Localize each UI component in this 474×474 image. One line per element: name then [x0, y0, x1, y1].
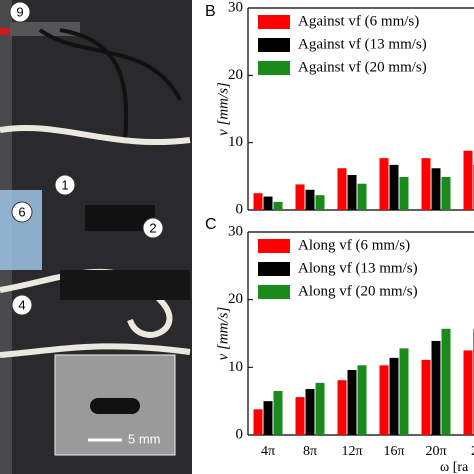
x-tick-label: 4π: [261, 444, 275, 459]
x-tick-label: 20π: [425, 444, 446, 459]
bar: [399, 348, 409, 435]
bar: [431, 168, 441, 210]
bar: [463, 150, 473, 210]
photo-badge-label: 9: [16, 4, 23, 19]
y-tick-label: 30: [228, 223, 243, 239]
x-tick-label: 8π: [303, 444, 317, 459]
photo-badge: [142, 217, 164, 239]
y-tick-label: 20: [228, 67, 243, 83]
bar: [305, 388, 315, 435]
bar: [253, 409, 263, 435]
y-axis-label: v [mm/s]: [215, 306, 231, 360]
photo-badge-label: 4: [18, 297, 25, 312]
bar: [315, 195, 325, 210]
charts: B C 0 10 20 30 v [mm/s] Against vf (6 mm/s) Agai…: [205, 0, 474, 474]
photo-stage: [60, 270, 190, 300]
legend-swatch: [258, 285, 290, 299]
y-axis-label: v [mm/s]: [215, 82, 231, 136]
legend-label: Against vf (6 mm/s): [298, 13, 419, 29]
y-tick-label: 0: [236, 201, 244, 217]
y-tick-label: 10: [228, 134, 243, 150]
bar: [441, 177, 451, 210]
bar: [273, 201, 283, 210]
photo-rail: [10, 22, 80, 36]
bar: [441, 328, 451, 435]
bar: [431, 340, 441, 435]
photo-badge-label: 6: [18, 204, 25, 219]
bar: [295, 397, 305, 435]
x-tick-label: 16π: [383, 444, 404, 459]
x-axis-label: ω [ra: [440, 460, 469, 474]
bar: [357, 365, 367, 435]
photo-tube: [0, 124, 191, 146]
photo-badge: [54, 174, 76, 196]
photo-badge-label: 1: [61, 177, 68, 192]
bar: [389, 164, 399, 210]
scale-bar-label: 5 mm: [128, 431, 161, 446]
x-tick-label: 12π: [341, 444, 362, 459]
photo-badge: [9, 1, 31, 23]
bar: [399, 177, 409, 210]
bar: [305, 189, 315, 210]
legend-label: Along vf (13 mm/s): [298, 260, 418, 276]
bar: [379, 158, 389, 210]
photo: 5 mm: [0, 0, 192, 474]
legend-swatch: [258, 239, 290, 253]
bar: [357, 183, 367, 210]
bar: [421, 158, 431, 210]
legend-swatch: [258, 61, 290, 75]
bar: [315, 382, 325, 435]
x-tick-label: 24: [471, 444, 474, 459]
photo-badge-label: 2: [149, 220, 156, 235]
bar: [263, 401, 273, 435]
y-tick-label: 0: [236, 426, 244, 442]
bar: [337, 168, 347, 210]
bar: [347, 174, 357, 210]
legend-swatch: [258, 15, 290, 29]
y-tick-label: 30: [228, 0, 243, 15]
bar: [273, 391, 283, 435]
panel-label: C: [205, 216, 217, 233]
legend-label: Against vf (20 mm/s): [298, 59, 427, 75]
panel-label: B: [205, 3, 216, 20]
bar: [347, 370, 357, 435]
legend-swatch: [258, 262, 290, 276]
legend-label: Against vf (13 mm/s): [298, 36, 427, 52]
legend-label: Along vf (20 mm/s): [298, 283, 418, 299]
bar: [379, 365, 389, 435]
legend-label: Along vf (6 mm/s): [298, 237, 410, 253]
legend-swatch: [258, 38, 290, 52]
bar: [263, 196, 273, 210]
photo-badge: [11, 294, 33, 316]
y-tick-label: 20: [228, 291, 243, 307]
bar: [463, 350, 473, 435]
bar: [253, 193, 263, 210]
bar: [295, 184, 305, 210]
bar: [421, 359, 431, 435]
bar: [389, 357, 399, 435]
y-tick-label: 10: [228, 359, 243, 375]
photo-badge: [11, 201, 33, 223]
photo-cable: [38, 28, 182, 141]
bar: [337, 380, 347, 435]
photo-robot: [90, 398, 140, 414]
